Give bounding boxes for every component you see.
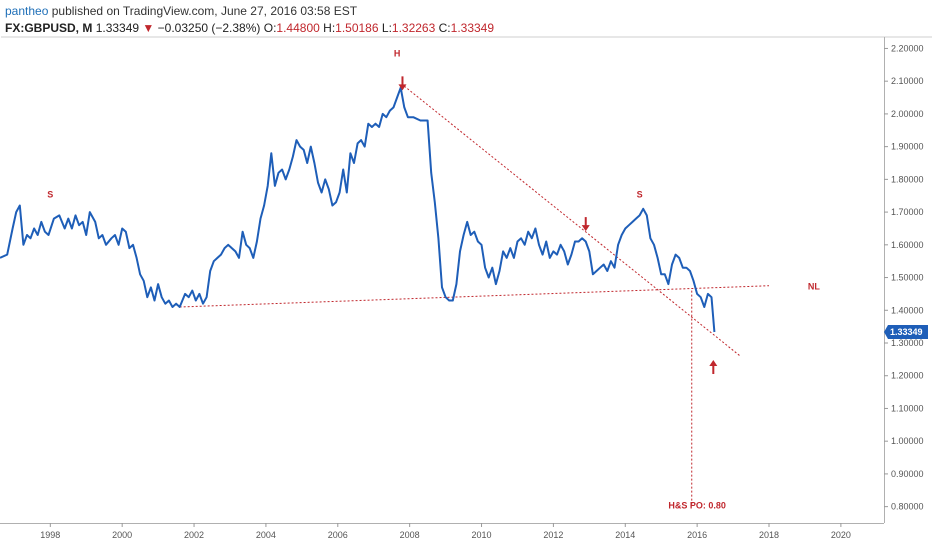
x-tick-label: 2000 <box>112 530 132 540</box>
chart-header: pantheo published on TradingView.com, Ju… <box>5 3 494 37</box>
y-tick-label: 1.30000 <box>891 338 924 348</box>
publish-info: published on TradingView.com, June 27, 2… <box>51 4 358 18</box>
close-value: 1.33349 <box>450 21 495 35</box>
x-tick-label: 2018 <box>759 530 779 540</box>
y-tick-label: 1.20000 <box>891 371 924 381</box>
y-tick-label: 1.40000 <box>891 305 924 315</box>
series-layer <box>0 86 716 333</box>
annotation-label: H <box>394 49 401 59</box>
x-tick-label: 2004 <box>256 530 276 540</box>
x-tick-label: 2020 <box>831 530 851 540</box>
annotation-label: H&S PO: 0.80 <box>668 500 726 510</box>
y-tick-label: 1.00000 <box>891 436 924 446</box>
annotation-label: S <box>47 189 53 199</box>
open-label: O: <box>263 21 277 35</box>
x-tick-label: 1998 <box>40 530 60 540</box>
annotation-layer <box>179 85 770 507</box>
y-tick-label: 0.80000 <box>891 502 924 512</box>
x-tick-label: 2002 <box>184 530 204 540</box>
x-tick-label: 2010 <box>472 530 492 540</box>
x-tick-label: 2014 <box>615 530 635 540</box>
arrow-down-icon <box>581 217 590 232</box>
price-badge-label: 1.33349 <box>890 327 923 337</box>
y-tick-label: 1.60000 <box>891 240 924 250</box>
last-price: 1.33349 <box>95 21 140 35</box>
y-tick-label: 1.80000 <box>891 174 924 184</box>
y-tick-label: 2.00000 <box>891 109 924 119</box>
high-value: 1.50186 <box>335 21 379 35</box>
low-value: 1.32263 <box>391 21 436 35</box>
symbol-label: FX:GBPUSD, M <box>5 21 93 35</box>
y-tick-label: 1.10000 <box>891 403 924 413</box>
y-tick-label: 0.90000 <box>891 469 924 479</box>
trendline-line <box>403 85 741 357</box>
x-tick-label: 2008 <box>400 530 420 540</box>
price-axis[interactable]: 0.80000 0.90000 1.00000 1.10000 1.20000 1.300… <box>884 43 924 512</box>
high-label: H: <box>323 21 336 35</box>
y-tick-label: 1.50000 <box>891 273 924 283</box>
time-axis[interactable]: 1998 2000 2002 2004 2006 2008 2010 2012 2014 2016… <box>40 523 851 540</box>
publish-line: pantheo published on TradingView.com, Ju… <box>5 3 494 20</box>
price-line <box>0 86 716 333</box>
x-tick-label: 2012 <box>543 530 563 540</box>
ohlc-line: FX:GBPUSD, M 1.33349 ▼ −0.03250 (−2.38%)… <box>5 20 494 37</box>
y-tick-label: 1.90000 <box>891 142 924 152</box>
price-badge-bg <box>884 325 928 340</box>
y-tick-label: 1.70000 <box>891 207 924 217</box>
annotation-label: NL <box>808 282 820 292</box>
close-label: C: <box>438 21 451 35</box>
arrow-down-icon <box>398 76 407 91</box>
change-value: −0.03250 (−2.38%) <box>157 21 261 35</box>
low-label: L: <box>381 21 392 35</box>
author-link[interactable]: pantheo <box>5 4 49 18</box>
neckline-line <box>179 285 770 308</box>
y-tick-label: 2.10000 <box>891 76 924 86</box>
current-price-badge: 1.33349 <box>884 325 928 340</box>
y-tick-label: 2.20000 <box>891 43 924 53</box>
change-down-icon: ▼ <box>142 21 155 35</box>
annotation-marks: S H S NL H&S PO: 0.80 <box>47 49 820 511</box>
annotation-label: S <box>637 189 643 199</box>
arrow-up-icon <box>709 360 718 374</box>
x-tick-label: 2016 <box>687 530 707 540</box>
x-tick-label: 2006 <box>328 530 348 540</box>
open-value: 1.44800 <box>276 21 320 35</box>
